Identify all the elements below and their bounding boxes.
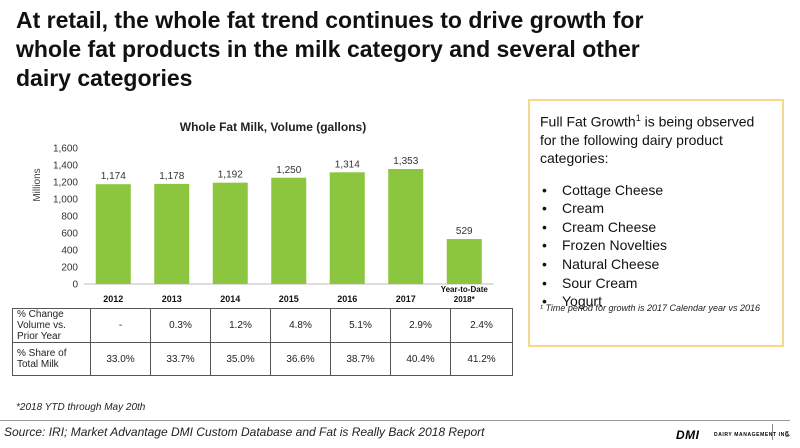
table-cell: 2.4% xyxy=(450,308,513,343)
table-cell: 2.9% xyxy=(390,308,451,343)
bullet-icon: • xyxy=(542,256,547,273)
headline-line-3: dairy categories xyxy=(16,65,193,91)
y-tick-label: 200 xyxy=(61,263,78,274)
table-cell: - xyxy=(90,308,151,343)
category-label: 2017 xyxy=(396,294,416,304)
y-tick-label: 1,200 xyxy=(53,178,78,189)
data-table: % Change Volume vs. Prior Year -0.3% 1.2% 4… xyxy=(12,308,513,376)
footer-separator xyxy=(772,424,773,440)
bullet-icon: • xyxy=(542,181,547,198)
y-tick-label: 600 xyxy=(61,229,78,240)
category-label: 2016 xyxy=(337,294,357,304)
callout-heading-part-1: Full Fat Growth xyxy=(540,113,636,130)
value-label: 1,192 xyxy=(218,170,243,181)
category-list: • Cottage Cheese • Cream • Cream Cheese • Froze… xyxy=(540,181,772,311)
table-cell: 33.7% xyxy=(150,342,211,376)
category-name: Yogurt xyxy=(562,293,602,310)
bar-2016 xyxy=(329,172,365,284)
dmi-logo-subtitle: DAIRY MANAGEMENT INC. xyxy=(714,432,792,438)
source-note: Source: IRI; Market Advantage DMI Custom… xyxy=(4,425,485,439)
y-axis-title: Millions xyxy=(32,168,43,201)
category-list-item: • Frozen Novelties xyxy=(540,236,772,255)
category-list-item: • Cream Cheese xyxy=(540,218,772,237)
callout-heading-part-2: is being observed for the following dair… xyxy=(540,113,755,166)
category-list-item: • Sour Cream xyxy=(540,274,772,293)
category-list-item: • Yogurt xyxy=(540,292,772,311)
y-tick-label: 400 xyxy=(61,246,78,257)
callout-heading-superscript: 1 xyxy=(635,113,641,123)
table-cell: 1.2% xyxy=(210,308,271,343)
table-row: % Share of Total Milk 33.0% 33.7% 35.0% 36.6… xyxy=(12,342,513,376)
bar-chart: Millions 0 200 400 600 800 1,000 1,200 1,400 1,60… xyxy=(32,144,494,304)
table-cell: 35.0% xyxy=(210,342,271,376)
page-number: 5 xyxy=(785,430,790,439)
value-label: 1,250 xyxy=(276,165,301,176)
callout-heading: Full Fat Growth1 is being observed for t… xyxy=(540,109,772,167)
category-name: Natural Cheese xyxy=(562,256,660,273)
category-name: Cream xyxy=(562,200,605,217)
chart-title: Whole Fat Milk, Volume (gallons) xyxy=(179,120,367,134)
dmi-logo: DMI xyxy=(676,428,700,442)
footer-divider xyxy=(0,420,790,421)
table-cell: 5.1% xyxy=(330,308,391,343)
table-cell: 41.2% xyxy=(450,342,513,376)
table-cell: 38.7% xyxy=(330,342,391,376)
category-name: Sour Cream xyxy=(562,274,638,291)
category-name: Frozen Novelties xyxy=(562,237,668,254)
category-list-item: • Natural Cheese xyxy=(540,255,772,274)
value-label: 1,174 xyxy=(101,171,126,182)
bullet-icon: • xyxy=(542,237,547,254)
value-label: 1,314 xyxy=(335,159,360,170)
value-label: 1,178 xyxy=(159,171,184,182)
table-cell: 36.6% xyxy=(270,342,331,376)
y-tick-label: 0 xyxy=(72,280,78,291)
category-label: 2014 xyxy=(220,294,240,304)
table-row: % Change Volume vs. Prior Year -0.3% 1.2% 4… xyxy=(12,308,513,343)
bullet-icon: • xyxy=(542,274,547,291)
bullet-icon: • xyxy=(542,293,547,310)
bar-2012 xyxy=(95,184,131,284)
value-label: 529 xyxy=(456,226,473,237)
full-fat-callout: Full Fat Growth1 is being observed for t… xyxy=(528,99,784,347)
bullet-icon: • xyxy=(542,218,547,235)
category-label: Year-to-Date xyxy=(441,285,489,294)
y-tick-label: 1,000 xyxy=(53,195,78,206)
headline: At retail, the whole fat trend continues… xyxy=(16,6,776,93)
bar-2014 xyxy=(212,182,248,284)
bullet-icon: • xyxy=(542,200,547,217)
y-tick-label: 800 xyxy=(61,212,78,223)
chart-footnote: *2018 YTD through May 20th xyxy=(16,402,146,413)
y-tick-label: 1,400 xyxy=(53,161,78,172)
category-list-item: • Cottage Cheese xyxy=(540,181,772,200)
headline-line-2: whole fat products in the milk category … xyxy=(16,36,640,62)
table-cell: 0.3% xyxy=(150,308,211,343)
bar-year-to-date xyxy=(446,239,482,284)
category-label: 2018* xyxy=(454,295,476,304)
table-cell: 40.4% xyxy=(390,342,451,376)
headline-line-1: At retail, the whole fat trend continues… xyxy=(16,7,644,33)
value-label: 1,353 xyxy=(393,156,418,167)
row-label: % Change Volume vs. Prior Year xyxy=(12,308,91,343)
category-name: Cottage Cheese xyxy=(562,181,664,198)
table-cell: 33.0% xyxy=(90,342,151,376)
table-cell: 4.8% xyxy=(270,308,331,343)
category-name: Cream Cheese xyxy=(562,218,657,235)
category-list-item: • Cream xyxy=(540,199,772,218)
bar-2017 xyxy=(388,168,424,284)
category-label: 2013 xyxy=(162,294,182,304)
category-label: 2012 xyxy=(103,294,123,304)
row-label: % Share of Total Milk xyxy=(12,342,91,376)
y-tick-label: 1,600 xyxy=(53,144,78,155)
category-label: 2015 xyxy=(279,294,299,304)
bar-2013 xyxy=(154,183,190,284)
bar-2015 xyxy=(271,177,307,284)
callout-footnote: ¹ Time period for growth is 2017 Calenda… xyxy=(540,303,761,313)
